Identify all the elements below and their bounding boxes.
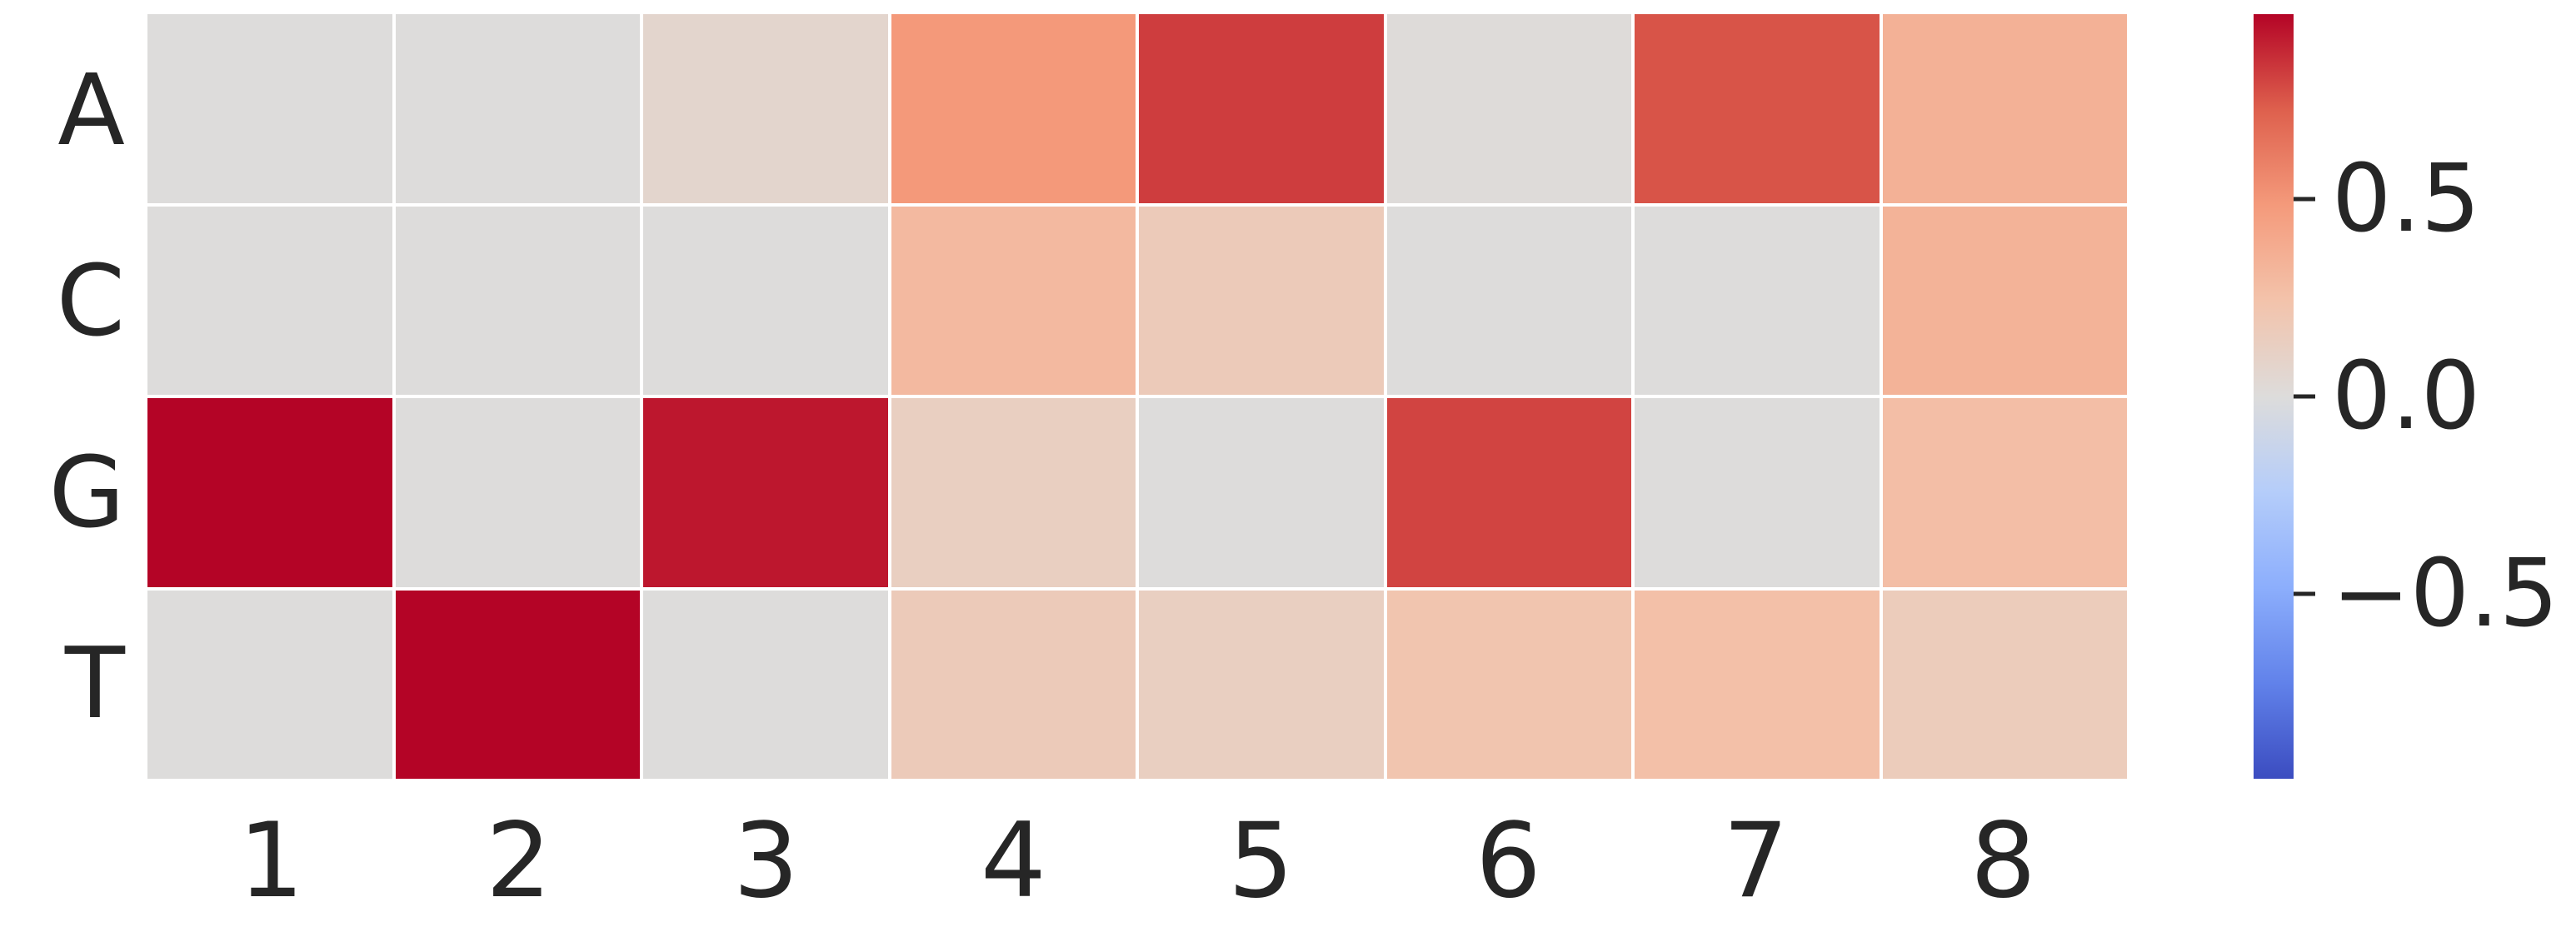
- colorbar-tick-mark: [2294, 591, 2315, 596]
- heatmap-cell-C-6: [1386, 206, 1631, 395]
- x-tick-label-1: 1: [238, 801, 304, 921]
- heatmap-cell-A-8: [1882, 14, 2127, 203]
- y-tick-label-C: C: [56, 243, 125, 359]
- heatmap-cell-G-6: [1386, 398, 1631, 587]
- heatmap-cell-T-4: [891, 590, 1136, 779]
- colorbar-tick-mark: [2294, 394, 2315, 399]
- heatmap-cell-A-5: [1139, 14, 1384, 203]
- heatmap-cell-C-5: [1139, 206, 1384, 395]
- heatmap-cell-G-7: [1635, 398, 1880, 587]
- y-tick-label-T: T: [64, 626, 125, 741]
- heatmap-cell-A-7: [1635, 14, 1880, 203]
- heatmap-cell-C-1: [147, 206, 392, 395]
- colorbar-tick-mark: [2294, 197, 2315, 202]
- x-tick-label-8: 8: [1970, 801, 2036, 921]
- heatmap-cell-T-8: [1882, 590, 2127, 779]
- x-tick-label-3: 3: [733, 801, 799, 921]
- colorbar-tick-label: −0.5: [2332, 539, 2559, 648]
- heatmap-cell-A-4: [891, 14, 1136, 203]
- heatmap-cell-C-3: [643, 206, 888, 395]
- heatmap-cell-T-5: [1139, 590, 1384, 779]
- colorbar-gradient: [2254, 14, 2294, 779]
- heatmap-cell-T-6: [1386, 590, 1631, 779]
- heatmap-cell-G-5: [1139, 398, 1384, 587]
- heatmap-cell-G-3: [643, 398, 888, 587]
- y-tick-label-G: G: [48, 434, 125, 550]
- heatmap-cell-G-4: [891, 398, 1136, 587]
- heatmap-cell-C-2: [395, 206, 640, 395]
- colorbar: 0.5 0.0 −0.5: [2254, 14, 2559, 779]
- heatmap-cell-A-3: [643, 14, 888, 203]
- heatmap-cell-T-2: [395, 590, 640, 779]
- heatmap-cell-C-4: [891, 206, 1136, 395]
- heatmap-cell-C-7: [1635, 206, 1880, 395]
- heatmap-grid: [147, 14, 2127, 779]
- heatmap-cell-C-8: [1882, 206, 2127, 395]
- x-tick-label-2: 2: [486, 801, 552, 921]
- heatmap-cell-G-1: [147, 398, 392, 587]
- y-tick-label-A: A: [57, 52, 125, 167]
- colorbar-tick-label: 0.5: [2332, 145, 2481, 254]
- heatmap-cell-T-1: [147, 590, 392, 779]
- heatmap-cell-T-3: [643, 590, 888, 779]
- x-tick-label-4: 4: [981, 801, 1046, 921]
- heatmap-cell-A-2: [395, 14, 640, 203]
- x-tick-label-6: 6: [1475, 801, 1541, 921]
- heatmap-cell-A-6: [1386, 14, 1631, 203]
- heatmap-cell-G-8: [1882, 398, 2127, 587]
- x-tick-label-7: 7: [1723, 801, 1789, 921]
- heatmap-cell-T-7: [1635, 590, 1880, 779]
- colorbar-tick-label: 0.0: [2332, 342, 2481, 451]
- heatmap-cell-A-1: [147, 14, 392, 203]
- heatmap-cell-G-2: [395, 398, 640, 587]
- x-tick-label-5: 5: [1228, 801, 1294, 921]
